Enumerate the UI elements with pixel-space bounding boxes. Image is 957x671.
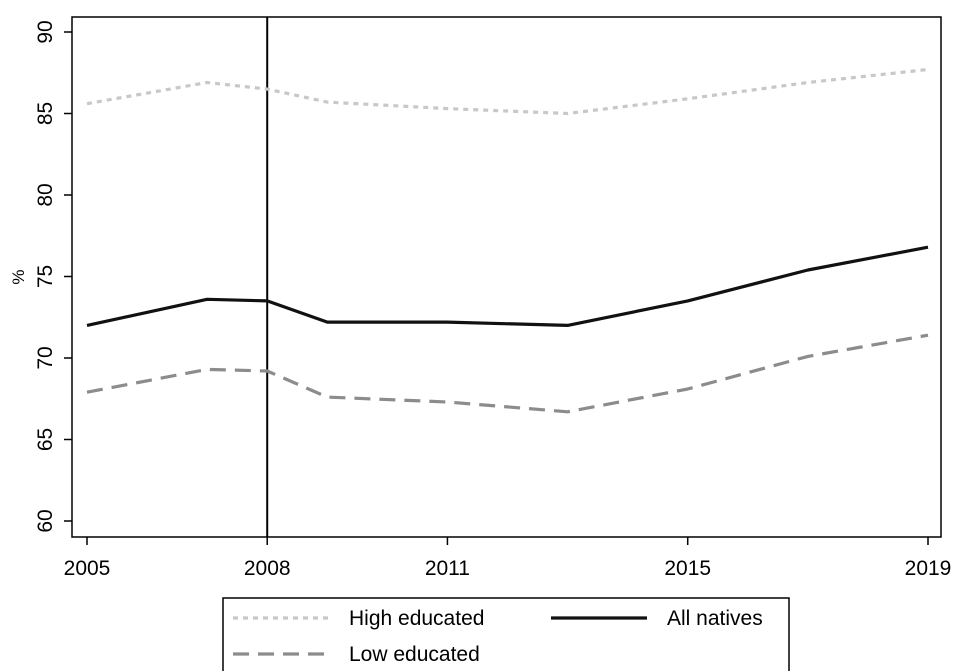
legend-box: [222, 597, 790, 671]
y-tick-label: 65: [34, 428, 57, 451]
x-tick-label: 2005: [64, 557, 111, 580]
y-axis-label: %: [9, 269, 28, 284]
x-tick-label: 2015: [664, 557, 711, 580]
series-line-low-educated: [86, 333, 929, 414]
y-tick-label: 85: [34, 102, 57, 125]
legend-label: All natives: [667, 607, 763, 630]
legend-label: High educated: [349, 607, 484, 630]
plot-frame: [71, 16, 942, 538]
x-tick-label: 2011: [425, 557, 470, 580]
series-line-all-natives: [86, 245, 929, 327]
y-tick-label: 60: [34, 509, 57, 532]
series-lines: [86, 67, 929, 414]
y-tick-label: 75: [34, 265, 57, 288]
plot-axes: 60 65 70 75 80 85 90% 2005 2008 2011 2015 2019: [9, 16, 952, 580]
y-tick-label: 80: [34, 183, 57, 206]
y-tick-label: 70: [34, 346, 57, 369]
series-line-high-educated: [86, 67, 929, 116]
legend: High educated All natives Low educated: [222, 597, 790, 671]
legend-label: Low educated: [349, 643, 480, 666]
x-tick-label: 2019: [905, 557, 952, 580]
x-tick-label: 2008: [244, 557, 291, 580]
y-tick-label: 90: [34, 20, 57, 43]
